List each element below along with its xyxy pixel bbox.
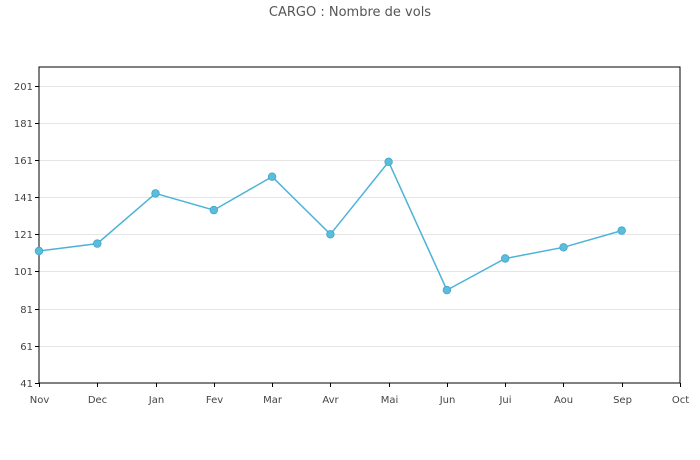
x-tick-label: Avr xyxy=(322,395,339,406)
x-tick-label: Jui xyxy=(498,395,511,406)
data-point xyxy=(93,239,102,248)
data-point xyxy=(559,243,568,252)
x-tick-label: Oct xyxy=(672,395,689,406)
data-point xyxy=(151,189,160,198)
x-tick-label: Fev xyxy=(206,395,223,406)
data-point xyxy=(442,285,452,295)
x-tick-label: Jun xyxy=(439,395,456,406)
y-axis-ticks: 41 61 81 101 121 141 161 181 201 xyxy=(14,82,39,390)
y-tick-label: 101 xyxy=(14,267,33,278)
data-point xyxy=(617,226,626,235)
x-tick-label: Dec xyxy=(88,395,107,406)
y-tick-label: 61 xyxy=(20,342,33,353)
x-tick-label: Aou xyxy=(554,395,573,406)
x-tick-label: Sep xyxy=(613,395,632,406)
y-tick-label: 141 xyxy=(14,193,33,204)
x-tick-label: Mai xyxy=(381,395,399,406)
x-tick-label: Mar xyxy=(263,395,283,406)
gridlines xyxy=(39,86,680,347)
y-tick-label: 41 xyxy=(20,379,33,390)
data-point xyxy=(384,157,393,166)
y-tick-label: 81 xyxy=(20,305,33,316)
x-tick-label: Jan xyxy=(148,395,164,406)
data-point xyxy=(501,254,510,263)
series-layer xyxy=(34,157,626,295)
y-tick-label: 161 xyxy=(14,156,33,167)
data-point xyxy=(267,172,277,181)
x-tick-label: Nov xyxy=(30,395,50,406)
plot-area-frame xyxy=(38,66,681,384)
y-tick-label: 181 xyxy=(14,119,33,130)
data-point xyxy=(326,230,335,239)
data-point xyxy=(34,246,44,256)
x-axis-ticks: Nov Dec Jan Fev Mar Avr Mai Jun Jui Aou Sep Oct xyxy=(30,383,689,406)
chart-title: CARGO : Nombre de vols xyxy=(268,5,432,20)
series-line xyxy=(38,160,622,292)
y-tick-label: 121 xyxy=(14,230,33,241)
data-point xyxy=(209,205,218,215)
y-tick-label: 201 xyxy=(14,82,33,93)
